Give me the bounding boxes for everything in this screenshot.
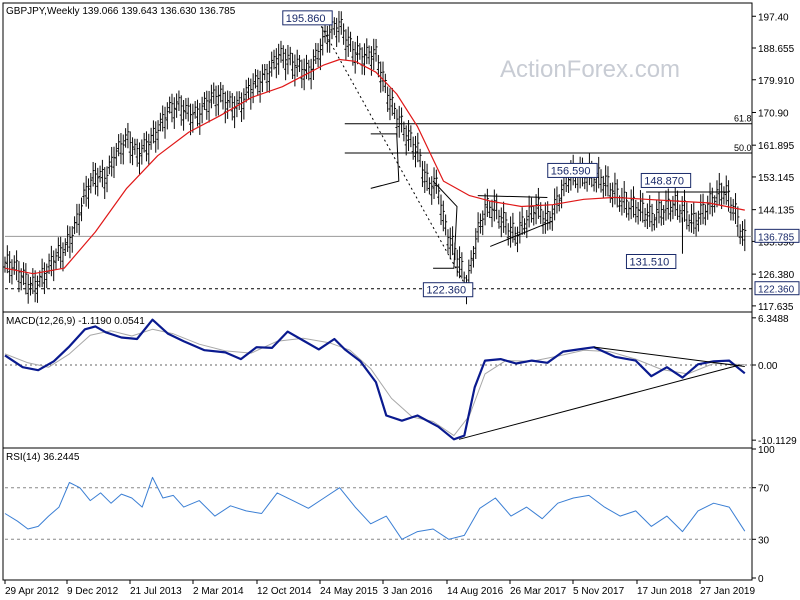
swing-label-box (640, 172, 692, 188)
rsi-panel (4, 476, 752, 540)
fib-level-label: 61.8 (734, 114, 752, 124)
x-tick-label: 5 Nov 2017 (573, 586, 625, 597)
last-price-tag-box (754, 228, 800, 243)
x-tick-label: 2 Mar 2014 (193, 586, 244, 597)
x-tick-label: 17 Jun 2018 (637, 586, 692, 597)
swing-label: 131.510 (629, 256, 669, 268)
trend-dotted-line (318, 21, 468, 289)
x-tick-label: 29 Apr 2012 (5, 586, 59, 597)
price-axis-tick-label: 153.145 (758, 173, 795, 184)
macd-axis-tick-label: 6.3488 (758, 314, 789, 325)
macd-panel (4, 318, 752, 441)
x-tick-label: 21 Jul 2013 (130, 586, 182, 597)
triangle-upper-line (477, 195, 548, 198)
price-axis-tick-label: 161.895 (758, 141, 795, 152)
rsi-axis-tick-label: 0 (758, 574, 764, 585)
price-axis-tick-label: 117.635 (758, 302, 794, 313)
swing-label: 122.360 (426, 285, 466, 297)
swing-label-box (422, 282, 474, 298)
macd-support-trendline (458, 364, 740, 440)
macd-header: MACD(12,26,9) -1.1190 0.0541 (6, 316, 145, 327)
rsi-line (4, 476, 746, 540)
swing-label: 156.590 (551, 165, 591, 177)
swing-label: 148.870 (644, 175, 684, 187)
support-tag-box (754, 281, 800, 296)
price-axis-tick-label: 126.380 (758, 270, 795, 281)
x-tick-label: 14 Aug 2016 (447, 586, 504, 597)
price-axis-tick-label: 197.40 (758, 12, 789, 23)
price-panel: 61.8 50.0 195.860 156.590 148.870 131.510 122.… (3, 10, 752, 305)
rsi-axis-tick-label: 70 (758, 484, 770, 495)
price-axis-tick-label: 179.910 (758, 76, 795, 87)
price-axis-tick-label: 144.135 (758, 206, 795, 217)
price-header: GBPJPY,Weekly 139.066 139.643 136.630 13… (6, 6, 236, 17)
moving-average-line (4, 58, 745, 275)
last-price-tag: 136.785 (758, 232, 795, 243)
support-tag: 122.360 (758, 285, 795, 296)
fib-level-label: 50.0 (734, 143, 752, 153)
x-tick-label: 12 Oct 2014 (257, 586, 312, 597)
macd-axis-tick-label: 0.00 (758, 361, 778, 372)
price-axis-tick-label: 135.390 (758, 237, 795, 248)
x-tick-label: 24 May 2015 (320, 586, 378, 597)
price-axis-tick-label: 188.655 (758, 44, 795, 55)
axes-layer: 197.40 188.655 179.910 170.90 161.895 153.145… (4, 12, 800, 597)
swing-label-box (547, 162, 598, 178)
x-tick-label: 3 Jan 2016 (383, 586, 433, 597)
x-tick-label: 27 Jan 2019 (700, 586, 755, 597)
swing-label: 195.860 (286, 13, 326, 25)
rsi-axis-tick-label: 100 (758, 445, 775, 456)
rsi-header: RSI(14) 36.2445 (6, 452, 80, 463)
macd-resistance-trendline (594, 346, 745, 367)
macd-line (4, 318, 746, 441)
watermark: ActionForex.com (500, 56, 680, 83)
rsi-panel-frame (2, 447, 753, 581)
price-axis-tick-label: 170.90 (758, 108, 789, 119)
swing-label-box (282, 10, 333, 26)
rsi-axis-tick-label: 30 (758, 535, 770, 546)
pattern-drawing (432, 180, 458, 269)
x-tick-label: 26 Mar 2017 (510, 586, 567, 597)
swing-label-box (625, 253, 677, 269)
triangle-lower-line (490, 220, 553, 247)
pattern-drawing (370, 133, 400, 189)
macd-axis-tick-label: -10.1129 (758, 436, 797, 447)
x-tick-label: 9 Dec 2012 (67, 586, 119, 597)
